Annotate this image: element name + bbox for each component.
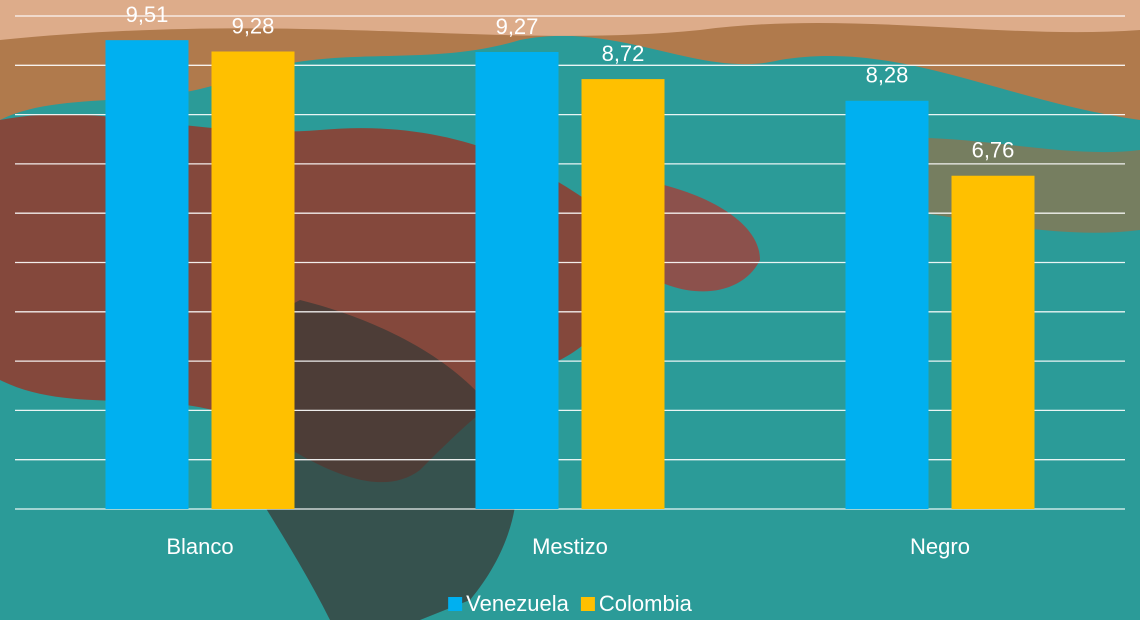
bar (845, 100, 929, 510)
value-label: 8,28 (866, 63, 909, 88)
value-label: 9,28 (232, 13, 275, 38)
bar (105, 40, 189, 509)
bar (475, 51, 559, 509)
bar (211, 51, 295, 509)
legend-label: Venezuela (466, 591, 570, 616)
legend-swatch (448, 597, 463, 611)
value-label: 8,72 (602, 41, 645, 66)
plot-area: Blanco 9,51 9,28 Mestizo 9,27 8,72 Negro 8,28 6,… (15, 2, 1125, 559)
x-tick-label: Mestizo (532, 534, 608, 559)
value-label: 9,51 (126, 2, 169, 27)
bar (951, 175, 1035, 509)
legend-swatch (580, 597, 595, 611)
value-label: 6,76 (972, 138, 1015, 163)
legend-label: Colombia (599, 591, 693, 616)
value-label: 9,27 (496, 14, 539, 39)
legend: Venezuela Colombia (448, 591, 693, 616)
x-tick-label: Blanco (166, 534, 233, 559)
bar (581, 79, 665, 509)
x-tick-label: Negro (910, 534, 970, 559)
